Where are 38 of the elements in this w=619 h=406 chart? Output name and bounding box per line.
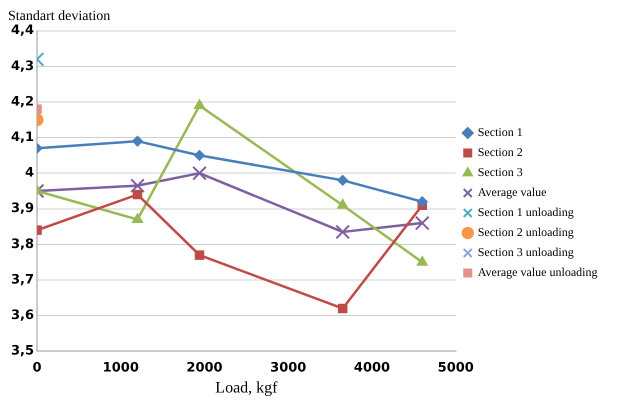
y-tick-label: 4,2 xyxy=(11,94,34,110)
x-axis-title: Load, kgf xyxy=(215,380,278,397)
x-tick-label: 5000 xyxy=(438,360,474,376)
y-tick-label: 4,4 xyxy=(11,23,34,38)
y-tick-label: 3,7 xyxy=(11,272,34,288)
legend-label: Section 1 unloading xyxy=(478,205,574,220)
point xyxy=(416,256,428,266)
legend-label: Section 3 unloading xyxy=(478,245,574,260)
legend-label: Average value xyxy=(478,185,546,200)
x-tick-label: 1000 xyxy=(102,360,139,376)
y-tick-label: 3,8 xyxy=(11,236,34,252)
point xyxy=(194,99,206,110)
x-tick-label: 3000 xyxy=(270,360,306,376)
point xyxy=(338,304,348,314)
legend-label: Average value unloading xyxy=(478,265,598,280)
legend-label: Section 3 xyxy=(478,165,523,180)
point xyxy=(414,216,430,230)
legend-label: Section 2 unloading xyxy=(478,225,574,240)
y-tick-label: 3,5 xyxy=(11,344,34,359)
legend-label: Section 1 xyxy=(478,125,523,140)
x-tick-label: 0 xyxy=(32,360,42,376)
y-tick-label: 3,9 xyxy=(11,201,34,216)
point xyxy=(337,174,348,186)
y-tick-label: 4 xyxy=(24,166,34,181)
point xyxy=(192,166,207,181)
y-tick-label: 4,3 xyxy=(11,58,34,74)
y-tick-label: 3,6 xyxy=(11,308,34,323)
y-tick-label: 4,1 xyxy=(11,130,34,145)
point xyxy=(337,198,348,209)
point xyxy=(416,196,428,208)
y-axis-title: Standart deviation xyxy=(8,9,110,24)
point xyxy=(194,150,205,161)
point xyxy=(194,250,204,260)
legend-label: Section 2 xyxy=(478,145,523,160)
x-tick-label: 4000 xyxy=(354,360,390,376)
point xyxy=(132,136,144,147)
point xyxy=(335,224,350,240)
x-tick-label: 2000 xyxy=(186,360,223,376)
